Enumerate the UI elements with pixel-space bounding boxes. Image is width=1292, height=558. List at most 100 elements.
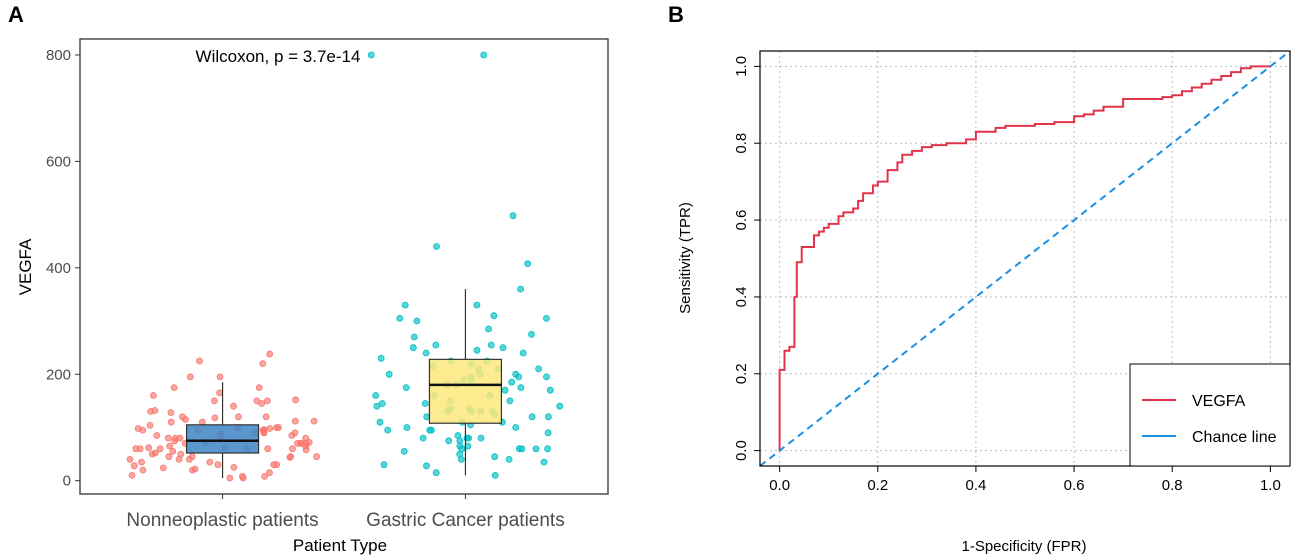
a-data-point (373, 402, 381, 410)
a-data-point (167, 409, 175, 417)
a-data-point (292, 396, 300, 404)
a-data-point (234, 413, 242, 421)
a-y-tick-label: 200 (46, 366, 71, 383)
a-data-point (164, 434, 172, 442)
a-data-point (409, 344, 417, 352)
a-data-point (170, 384, 178, 392)
a-data-point (261, 472, 269, 480)
b-y-tick-label: 0.0 (733, 440, 750, 461)
roc-curve-vegfa (778, 65, 1271, 451)
a-data-point (372, 392, 380, 399)
a-data-point (487, 341, 495, 349)
a-data-point (128, 471, 136, 479)
panel-b-y-axis: 0.0 0.2 0.4 0.6 0.8 1.0 (733, 56, 760, 461)
a-data-point (491, 453, 499, 461)
a-data-point (544, 429, 552, 437)
a-data-point (457, 455, 465, 463)
a-data-point (528, 330, 535, 338)
a-data-point (432, 469, 440, 477)
a-data-point (130, 462, 138, 470)
a-data-point (210, 397, 218, 405)
a-data-point (263, 397, 271, 405)
legend-entry-chance-line: Chance line (1192, 429, 1277, 446)
a-data-point (380, 461, 388, 469)
a-data-point (499, 344, 507, 352)
a-data-point (377, 354, 385, 362)
panel-a-y-axis-title: VEGFA (16, 238, 35, 295)
a-data-point (402, 384, 410, 392)
b-x-tick-label: 0.8 (1162, 477, 1183, 494)
a-data-point (403, 424, 411, 431)
a-data-point (410, 333, 418, 341)
a-data-point (384, 426, 392, 434)
b-y-tick-label: 1.0 (733, 56, 750, 77)
a-data-point (275, 424, 283, 431)
panel-b-legend: VEGFA Chance line (1129, 363, 1291, 467)
a-data-point (216, 373, 224, 381)
panel-a-y-axis: 0 200 400 600 800 (46, 47, 80, 490)
a-data-point (454, 432, 462, 439)
b-y-tick-label: 0.8 (733, 133, 750, 154)
a-data-point (515, 373, 523, 381)
a-data-point (159, 464, 167, 472)
a-data-point (206, 458, 214, 466)
a-data-point (433, 243, 440, 250)
b-y-tick-label: 0.2 (733, 363, 750, 384)
panel-b-plot-area (759, 50, 1291, 467)
a-data-point (169, 447, 177, 455)
a-data-point (473, 301, 481, 309)
a-data-point (145, 444, 153, 452)
a-data-point (423, 462, 430, 470)
b-y-tick-label: 0.6 (733, 210, 750, 231)
a-data-point (313, 453, 321, 461)
panel-b-x-axis: 0.0 0.2 0.4 0.6 0.8 1.0 (769, 466, 1281, 494)
a-data-point (291, 417, 299, 425)
a-data-point (302, 434, 310, 442)
panel-b-y-axis-title: Sensitivity (TPR) (677, 202, 694, 314)
a-data-point (396, 314, 404, 322)
a-data-point (477, 434, 485, 442)
panel-b: B 0.00.20.40.60.81.0 0.0 0.2 0.4 0.6 0.8 1.0 … (668, 2, 1291, 555)
a-data-point (524, 260, 532, 268)
a-data-point (148, 450, 156, 458)
b-x-tick-label: 1.0 (1260, 477, 1281, 494)
a-data-point (255, 384, 263, 392)
a-data-point (517, 384, 525, 392)
a-data-point (528, 413, 536, 421)
a-data-point (302, 442, 310, 450)
a-data-point (515, 445, 523, 453)
a-data-point (287, 453, 295, 461)
a-data-point (188, 466, 196, 474)
a-data-point (546, 386, 554, 394)
a-box (185, 424, 260, 454)
panel-a-label: A (8, 2, 24, 27)
a-data-point (501, 386, 509, 394)
a-data-point (367, 51, 375, 59)
a-data-point (270, 461, 278, 469)
a-data-point (378, 400, 386, 407)
a-data-point (239, 474, 247, 482)
a-data-point (385, 370, 393, 378)
a-data-point (259, 360, 267, 368)
a-data-point (517, 285, 524, 293)
a-data-point (505, 455, 513, 463)
a-x-category-label: Nonneoplastic patients (126, 510, 318, 531)
a-data-point (230, 402, 237, 410)
a-data-point (258, 400, 266, 407)
a-data-point (519, 349, 527, 357)
a-data-point (421, 400, 429, 407)
a-data-point (266, 425, 274, 432)
chance-line (759, 50, 1291, 467)
a-data-point (473, 346, 481, 354)
a-y-tick-label: 800 (46, 47, 71, 64)
a-data-point (156, 445, 164, 453)
a-data-point (134, 425, 142, 432)
a-data-point (186, 373, 194, 381)
b-y-tick-label: 0.4 (733, 286, 750, 307)
legend-box (1129, 363, 1291, 467)
a-data-point (432, 341, 440, 349)
a-data-point (230, 463, 238, 471)
a-data-point (556, 402, 564, 410)
legend-entry-vegfa: VEGFA (1192, 393, 1246, 410)
